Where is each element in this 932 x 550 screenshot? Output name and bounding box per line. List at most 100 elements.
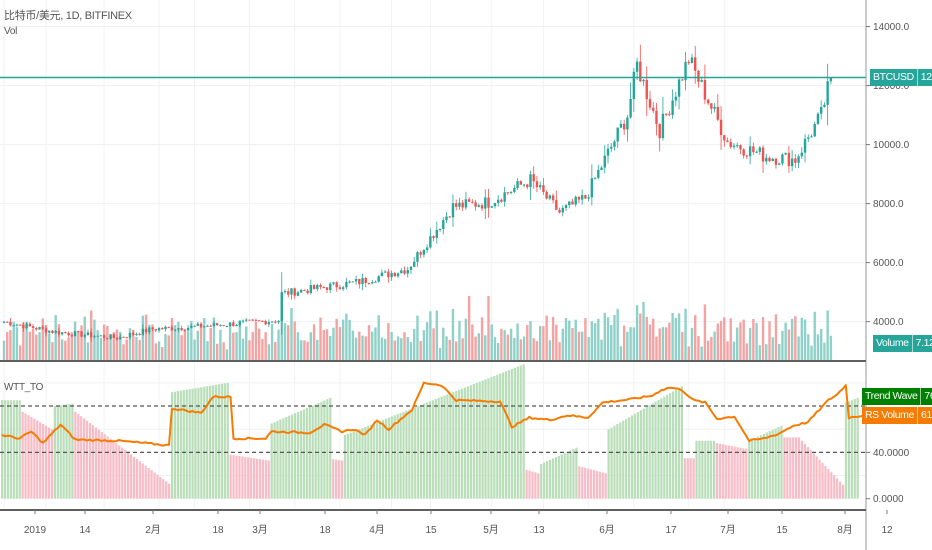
volume-bar (219, 329, 222, 360)
volume-bar (755, 322, 758, 360)
volume-bar (164, 334, 167, 360)
candle-body (257, 320, 261, 322)
trend-wave-bar (18, 400, 21, 499)
trend-wave-bar (481, 380, 484, 499)
trend-wave-bar (417, 406, 420, 499)
candle-body (248, 319, 251, 321)
volume-bar (703, 304, 707, 360)
volume-bar (603, 312, 606, 360)
volume-bar (135, 337, 138, 360)
price-tick-label: 8000.0 (873, 199, 904, 210)
volume-bar (574, 319, 577, 360)
candle-body (18, 324, 22, 326)
price-tick-label: 10000.0 (873, 140, 910, 151)
trend-wave-bar (296, 411, 300, 499)
trend-wave-bar (806, 447, 809, 499)
volume-bar (122, 344, 125, 360)
trend-wave-bar (156, 474, 159, 499)
candle-body (706, 99, 710, 104)
symbol-title[interactable]: 比特币/美元, 1D, BITFINEX (4, 10, 132, 22)
candle-body (571, 201, 574, 205)
trend-wave-bar (754, 438, 757, 499)
trend-wave-bar (422, 403, 426, 499)
price-axis-ticks[interactable]: 14000.0 12000.0 10000.0 8000.0 6000.0 4000.0 (866, 22, 910, 328)
trend-wave-bar (197, 387, 200, 499)
trend-wave-bar (484, 379, 487, 499)
time-axis-ticks[interactable]: 2019 14 2月 18 3月 18 4月 15 5月 13 6月 17 7月 15 8月 12 (24, 510, 893, 536)
trend-wave-bar (803, 443, 807, 499)
trend-wave-bar (305, 408, 308, 499)
trend-wave-bar (150, 470, 153, 499)
volume-bar (768, 321, 771, 360)
trend-wave-bar (551, 458, 555, 499)
trend-wave-bar (373, 423, 376, 499)
volume-bar (826, 310, 829, 360)
trend-wave-bar (554, 457, 557, 499)
volume-bar (519, 339, 522, 360)
axes (0, 0, 867, 550)
volume-bar (506, 334, 510, 360)
volume-bar (748, 327, 752, 360)
candle-body (99, 335, 103, 337)
trend-wave-bar (827, 469, 830, 499)
candle-body (332, 282, 335, 284)
volume-bar (551, 316, 555, 360)
candle-body (461, 202, 464, 208)
trend-wave-tag: Trend Wave76.4898 (862, 388, 932, 405)
volume-legend[interactable]: Vol (4, 26, 18, 37)
candle-body (506, 192, 510, 194)
trend-wave-bar (238, 456, 241, 499)
candle-body (338, 287, 342, 289)
trend-wave-bar (267, 460, 270, 499)
volume-bar (480, 317, 484, 360)
candle-body (93, 336, 96, 338)
candle-body (826, 81, 829, 105)
trend-wave-bar (797, 437, 801, 499)
trend-wave-bar (660, 398, 663, 499)
volume-bar (593, 323, 597, 360)
trend-wave-bar (311, 405, 314, 499)
time-tick-label: 6月 (599, 524, 615, 536)
volume-bar (141, 315, 145, 360)
trend-wave-bar (332, 459, 335, 499)
indicator-title[interactable]: WTT_TO (4, 382, 44, 393)
candle-body (723, 135, 726, 141)
volume-bar (635, 305, 639, 360)
candle-body (312, 285, 316, 290)
candle-body (409, 266, 413, 270)
volume-bar (710, 336, 713, 360)
indicator-axis-ticks[interactable]: 40.0000 0.0000 (866, 448, 910, 505)
time-tick-label: 7月 (720, 524, 736, 536)
candle-body (83, 335, 86, 337)
trend-wave-bar (323, 400, 326, 499)
trend-wave-bar (704, 440, 707, 499)
volume-bar (190, 320, 193, 360)
time-tick-label: 2019 (24, 525, 47, 536)
candle-body (819, 106, 823, 114)
candle-body (503, 192, 506, 202)
volume-bar (274, 341, 277, 360)
trend-wave-bar (203, 386, 206, 499)
trend-wave-bar (33, 418, 36, 499)
candle-body (451, 203, 455, 218)
candle-body (619, 123, 623, 128)
volume-tag-label: Volume (876, 337, 909, 349)
volume-bar (28, 331, 32, 360)
volume-bar (154, 343, 158, 360)
volume-bar (797, 336, 800, 360)
trend-wave-bar (584, 467, 587, 499)
volume-bar (535, 341, 539, 360)
volume-bar (18, 345, 22, 360)
trend-wave-bar (124, 449, 127, 499)
candle-body (703, 80, 707, 100)
time-tick-label: 4月 (369, 524, 385, 536)
candle-body (48, 330, 51, 333)
volume-bar (823, 342, 826, 360)
candle-body (80, 331, 83, 337)
indicator-tick-label: 40.0000 (873, 448, 910, 459)
trend-wave-bar (376, 422, 379, 499)
trend-wave-bar (88, 423, 92, 499)
candle-body (800, 152, 804, 157)
trend-wave-bar (214, 384, 218, 499)
trend-wave-bar (206, 386, 209, 499)
